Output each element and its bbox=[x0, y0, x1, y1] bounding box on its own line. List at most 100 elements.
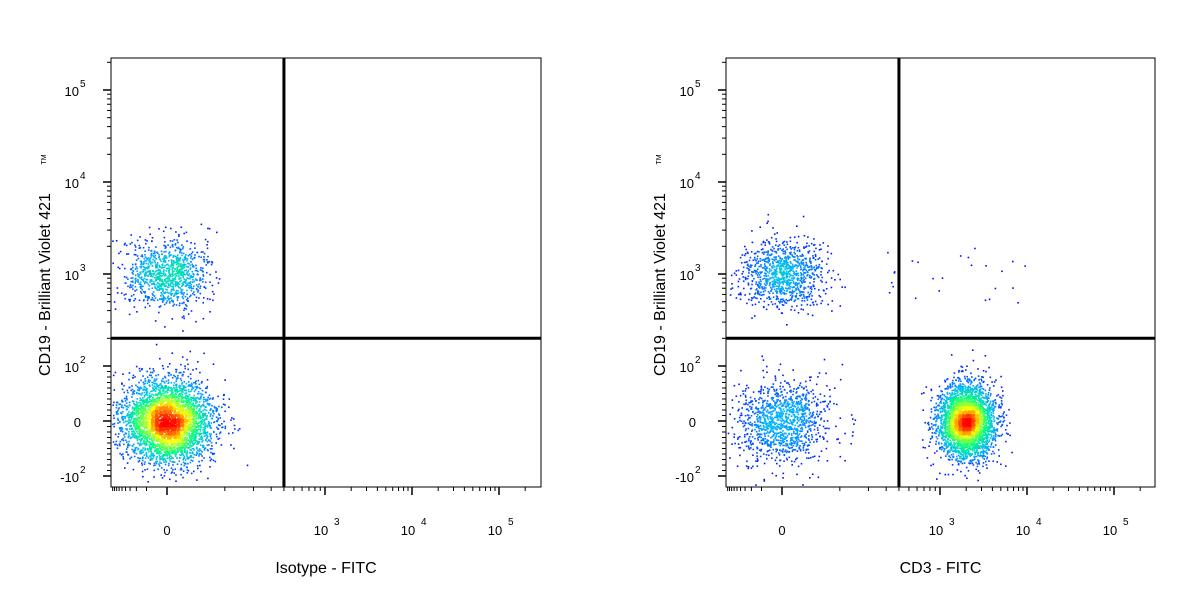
event-point bbox=[163, 414, 165, 416]
event-point bbox=[142, 456, 144, 458]
event-point bbox=[168, 372, 171, 374]
event-point bbox=[152, 456, 155, 458]
event-point bbox=[167, 438, 169, 440]
event-point bbox=[182, 454, 185, 457]
event-point bbox=[141, 459, 144, 462]
event-point bbox=[152, 258, 154, 261]
event-point bbox=[151, 381, 153, 384]
event-point bbox=[135, 428, 137, 430]
event-point bbox=[184, 462, 186, 465]
event-point bbox=[134, 249, 137, 251]
event-point bbox=[176, 432, 178, 434]
event-point bbox=[149, 260, 152, 263]
event-point bbox=[177, 290, 179, 292]
event-point bbox=[180, 379, 183, 382]
event-point bbox=[115, 443, 117, 446]
event-point bbox=[193, 425, 195, 428]
event-point bbox=[130, 421, 132, 424]
event-point bbox=[172, 457, 174, 459]
event-point bbox=[167, 419, 170, 421]
event-point bbox=[131, 432, 134, 435]
event-point bbox=[114, 433, 117, 436]
event-point bbox=[163, 256, 165, 258]
event-point bbox=[141, 470, 144, 473]
event-point bbox=[172, 446, 175, 448]
event-point bbox=[179, 251, 181, 254]
event-point bbox=[209, 414, 212, 416]
event-point bbox=[190, 436, 193, 438]
event-point bbox=[219, 417, 222, 419]
event-point bbox=[116, 444, 119, 447]
event-point bbox=[170, 451, 173, 454]
event-point bbox=[186, 419, 189, 422]
event-point bbox=[195, 426, 197, 428]
event-point bbox=[171, 416, 173, 418]
event-point bbox=[194, 440, 197, 442]
event-point bbox=[185, 231, 188, 234]
event-point bbox=[164, 405, 166, 408]
event-point bbox=[150, 412, 152, 415]
event-point bbox=[188, 281, 191, 284]
event-point bbox=[178, 277, 180, 280]
event-point bbox=[184, 400, 187, 403]
event-point bbox=[181, 447, 183, 450]
event-point bbox=[176, 402, 178, 405]
event-point bbox=[153, 408, 156, 410]
event-point bbox=[160, 448, 163, 451]
event-point bbox=[190, 430, 193, 433]
event-point bbox=[192, 404, 194, 407]
event-point bbox=[198, 283, 200, 285]
event-point bbox=[176, 299, 179, 301]
event-point bbox=[175, 455, 177, 457]
event-point bbox=[176, 419, 178, 421]
event-point bbox=[151, 398, 154, 400]
event-point bbox=[155, 404, 158, 407]
event-point bbox=[174, 280, 177, 283]
event-point bbox=[165, 414, 168, 416]
event-point bbox=[128, 378, 130, 381]
event-point bbox=[163, 269, 165, 271]
event-point bbox=[190, 377, 192, 380]
event-point bbox=[151, 422, 153, 424]
event-point bbox=[205, 387, 207, 389]
event-point bbox=[152, 403, 154, 406]
event-point bbox=[192, 266, 195, 268]
event-point bbox=[186, 272, 188, 275]
event-point bbox=[138, 417, 140, 419]
event-point bbox=[158, 433, 161, 436]
event-point bbox=[173, 419, 176, 422]
event-point bbox=[190, 459, 193, 461]
event-point bbox=[182, 421, 185, 423]
event-point bbox=[161, 293, 163, 296]
event-point bbox=[154, 464, 156, 466]
event-point bbox=[149, 398, 151, 401]
event-point bbox=[200, 256, 202, 259]
event-point bbox=[196, 432, 199, 434]
event-point bbox=[120, 454, 123, 456]
event-point bbox=[162, 367, 165, 370]
event-point bbox=[181, 412, 183, 414]
event-point bbox=[124, 297, 126, 300]
event-point bbox=[131, 280, 134, 282]
event-point bbox=[206, 259, 208, 261]
event-point bbox=[119, 403, 122, 405]
event-point bbox=[123, 276, 126, 278]
event-point bbox=[182, 399, 185, 402]
event-point bbox=[135, 434, 137, 437]
event-point bbox=[173, 461, 176, 463]
event-point bbox=[152, 298, 154, 301]
event-point bbox=[121, 416, 123, 419]
event-point bbox=[159, 305, 162, 307]
event-point bbox=[169, 387, 172, 389]
event-point bbox=[119, 412, 122, 414]
event-point bbox=[175, 246, 178, 249]
event-point bbox=[211, 290, 214, 293]
event-point bbox=[158, 389, 160, 391]
event-point bbox=[163, 422, 166, 425]
event-point bbox=[133, 420, 135, 422]
event-point bbox=[168, 394, 170, 397]
event-point bbox=[165, 281, 168, 284]
event-point bbox=[146, 411, 149, 414]
event-point bbox=[145, 424, 147, 426]
event-point bbox=[183, 380, 186, 383]
